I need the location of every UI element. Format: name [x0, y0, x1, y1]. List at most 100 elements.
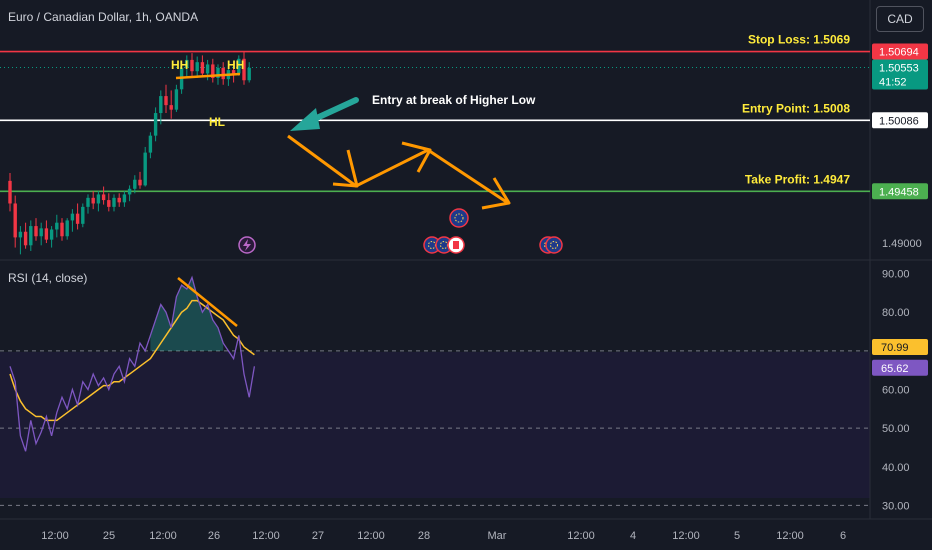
candle — [91, 191, 95, 210]
rsi-layer — [0, 275, 870, 506]
candle — [13, 195, 17, 248]
rsi-tick-label: 30.00 — [882, 500, 910, 512]
candle — [70, 209, 75, 232]
candle — [49, 226, 54, 248]
entry-note: Entry at break of Higher Low — [372, 93, 536, 107]
candle — [122, 191, 127, 207]
entry-line-label: Entry Point: 1.5008 — [742, 101, 850, 115]
candle — [96, 191, 101, 212]
candle — [112, 194, 116, 212]
rsi-badge — [872, 359, 928, 376]
candle — [195, 56, 199, 78]
time-tick-label: 4 — [630, 530, 636, 542]
rsi-badge-label: 65.62 — [881, 363, 909, 375]
time-tick-label: Mar — [488, 530, 507, 542]
candle — [127, 185, 132, 202]
candle — [221, 62, 225, 85]
candle — [39, 222, 43, 246]
candle — [107, 193, 111, 212]
price-badge-label: 1.49458 — [879, 186, 919, 198]
price-panel[interactable] — [0, 0, 870, 260]
candle — [34, 218, 38, 241]
time-tick-label: 28 — [418, 530, 430, 542]
candle — [200, 55, 205, 76]
rsi-badge-label: 70.99 — [881, 342, 909, 354]
projection-arrowhead-3 — [481, 177, 511, 210]
candle — [101, 186, 106, 205]
rsi-ma-line — [9, 299, 255, 422]
rsi-badge — [872, 339, 928, 356]
candle — [174, 84, 179, 112]
candle — [185, 55, 189, 78]
price-axis[interactable]: 1.510001.490001.506941.5055341:521.50086… — [872, 12, 928, 250]
time-tick-label: 26 — [208, 530, 220, 542]
event-flash-icon[interactable] — [238, 236, 256, 254]
time-tick-label: 12:00 — [672, 530, 700, 542]
candle — [148, 132, 153, 159]
rsi-band — [0, 352, 870, 498]
rsi-tick-label: 60.00 — [882, 385, 910, 397]
rsi-axis[interactable]: 90.00 80.00 60.00 50.00 40.00 30.00 70.99 65.62 — [872, 269, 928, 513]
rsi-tick-label: 40.00 — [882, 462, 910, 474]
price-badge — [872, 183, 928, 200]
candle — [242, 52, 246, 85]
candle — [44, 220, 49, 244]
time-tick-label: 25 — [103, 530, 115, 542]
price-badge-label: 1.50553 — [879, 62, 919, 74]
time-tick-label: 12:00 — [149, 530, 177, 542]
candle — [75, 203, 80, 230]
time-tick-label: 12:00 — [252, 530, 280, 542]
candle — [247, 62, 251, 83]
candle — [55, 214, 59, 238]
rsi-line — [9, 275, 256, 452]
candle — [18, 226, 23, 255]
time-axis[interactable]: 12:00 25 12:00 26 12:00 27 12:00 28 Mar 12:00 4 12:… — [41, 530, 846, 542]
candle — [133, 175, 137, 194]
rsi-tick-label: 80.00 — [882, 307, 910, 319]
candle — [65, 218, 69, 240]
candle — [138, 171, 142, 189]
candle — [29, 220, 33, 251]
projection-path — [287, 134, 509, 205]
event-eu-flag-icon[interactable] — [449, 208, 469, 228]
entry-pointer-arrowhead — [290, 108, 320, 131]
candle — [153, 107, 158, 142]
chart-title: Euro / Canadian Dollar, 1h, OANDA — [8, 10, 198, 24]
candle — [164, 84, 168, 114]
time-tick-label: 27 — [312, 530, 324, 542]
candle — [60, 218, 64, 241]
time-tick-label: 5 — [734, 530, 740, 542]
candle — [81, 203, 85, 228]
rsi-label: RSI (14, close) — [8, 271, 87, 285]
projection-arrowhead-2 — [401, 141, 432, 173]
time-tick-label: 12:00 — [776, 530, 804, 542]
candle — [8, 172, 12, 212]
time-tick-label: 12:00 — [41, 530, 69, 542]
rsi-tick-label: 90.00 — [882, 269, 910, 281]
hh-left-label: HH — [171, 58, 188, 72]
candle — [86, 194, 90, 214]
hh-right-label: HH — [227, 58, 244, 72]
event-ca-flag-icon[interactable] — [447, 236, 465, 254]
currency-button[interactable]: CAD — [876, 6, 924, 32]
hh-trendline — [175, 72, 241, 80]
time-tick-label: 6 — [840, 530, 846, 542]
candle — [190, 53, 194, 76]
time-tick-label: 12:00 — [567, 530, 595, 542]
price-badge — [872, 59, 928, 90]
time-tick-label: 12:00 — [357, 530, 385, 542]
candle — [23, 222, 28, 249]
countdown-label: 41:52 — [879, 76, 907, 88]
price-tick-label: 1.49000 — [882, 238, 922, 250]
stop-loss-line-label: Stop Loss: 1.5069 — [748, 33, 850, 47]
candle — [117, 193, 121, 207]
levels-layer: Stop Loss: 1.5069 Entry Point: 1.5008 Take… — [0, 33, 870, 193]
event-eu-flag-icon[interactable] — [545, 236, 563, 254]
candle — [169, 90, 173, 119]
price-badge — [872, 43, 928, 60]
price-badge-label: 1.50086 — [879, 115, 919, 127]
candle — [143, 146, 147, 187]
price-badge-label: 1.50694 — [879, 47, 919, 59]
price-badge — [872, 112, 928, 129]
